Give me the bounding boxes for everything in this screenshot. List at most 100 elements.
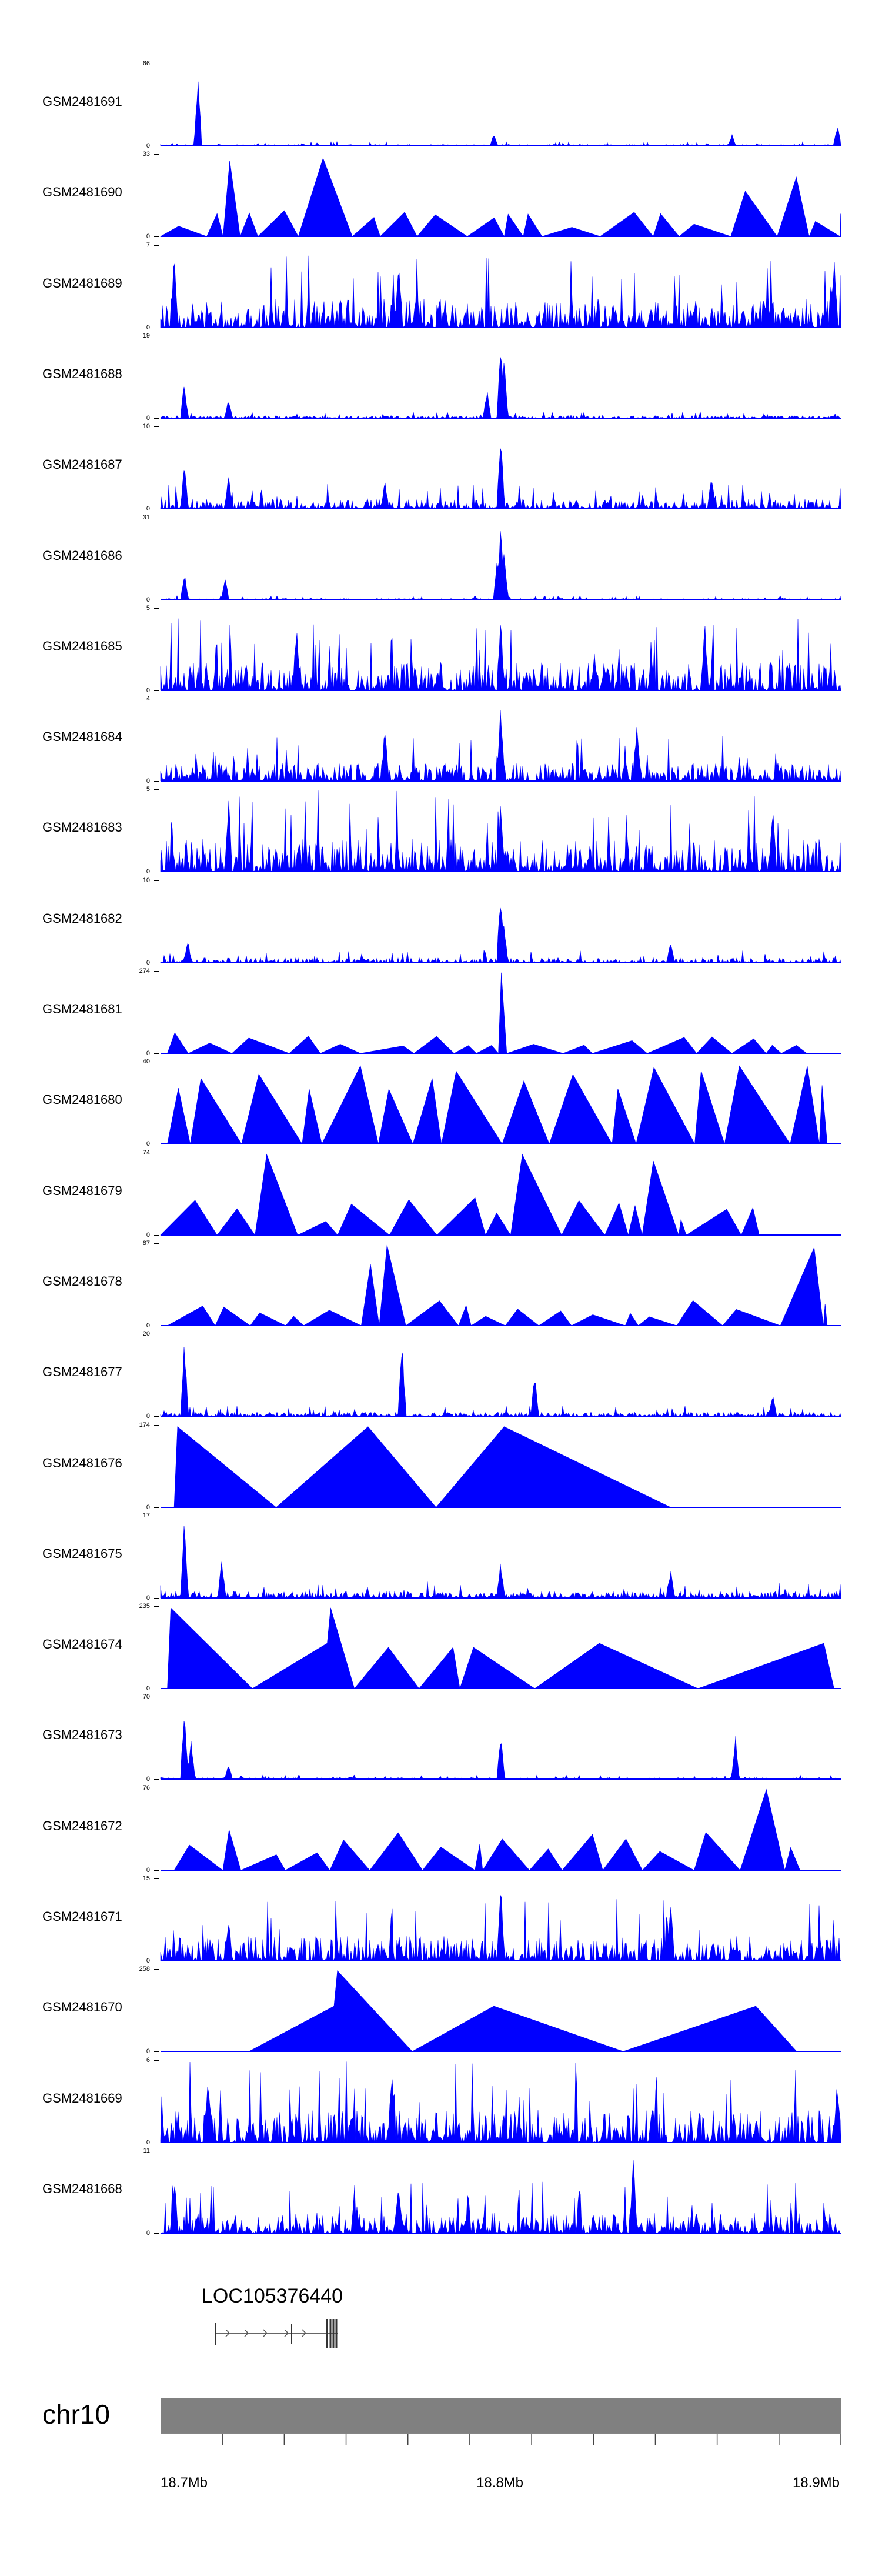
y-min-label: 0 [146, 1776, 150, 1783]
y-axis-tick [154, 1878, 159, 1879]
track-label: GSM2481676 [42, 1455, 122, 1470]
track-label: GSM2481677 [42, 1364, 122, 1380]
y-max-label: 20 [142, 1330, 150, 1338]
y-max-label: 258 [139, 1966, 150, 1973]
y-axis-tick [154, 971, 159, 972]
y-max-label: 11 [143, 2147, 150, 2154]
y-max-label: 70 [142, 1693, 150, 1701]
y-min-label: 0 [146, 686, 150, 694]
y-max-label: 17 [142, 1511, 150, 1519]
track-label: GSM2481687 [42, 457, 122, 472]
y-axis-tick [154, 1969, 159, 1970]
chromosome-label: chr10 [42, 2399, 111, 2430]
track-label: GSM2481670 [42, 2000, 122, 2015]
y-axis-tick [154, 608, 159, 609]
track-label: GSM2481682 [42, 910, 122, 926]
coverage-area [160, 710, 841, 782]
coverage-area [167, 1065, 828, 1145]
y-axis-tick [154, 1234, 159, 1236]
y-min-label: 0 [146, 1503, 150, 1511]
gene-strand-arrow [263, 2329, 268, 2337]
y-min-label: 0 [146, 2229, 150, 2237]
track-signal-GSM2481676 [161, 1426, 841, 1508]
y-axis-tick [154, 1053, 159, 1054]
track-label: GSM2481674 [42, 1637, 122, 1652]
track-label: GSM2481672 [42, 1818, 122, 1833]
track-label: GSM2481679 [42, 1183, 122, 1198]
track-signal-GSM2481671 [160, 1894, 841, 1962]
track-signal-GSM2481691 [160, 81, 841, 146]
coverage-area [160, 907, 841, 963]
track-signal-GSM2481678 [161, 1244, 841, 1326]
y-min-label: 0 [146, 1866, 150, 1874]
track-label: GSM2481691 [42, 94, 122, 109]
coverage-area [249, 1970, 797, 2052]
y-min-label: 0 [146, 505, 150, 513]
y-axis-tick [154, 1416, 159, 1417]
track-label: GSM2481671 [42, 1909, 122, 1924]
y-min-label: 0 [146, 323, 150, 331]
y-max-label: 33 [142, 151, 150, 158]
y-max-label: 6 [146, 2056, 150, 2064]
coverage-area [160, 1721, 841, 1780]
y-max-label: 19 [142, 332, 150, 339]
track-label: GSM2481689 [42, 275, 122, 291]
track-signal-GSM2481689 [160, 255, 841, 328]
track-label: GSM2481678 [42, 1273, 122, 1289]
coverage-area [160, 255, 841, 328]
coverage-area [160, 1347, 841, 1417]
track-signal-GSM2481685 [160, 618, 841, 691]
track-label: GSM2481688 [42, 366, 122, 381]
y-max-label: 174 [139, 1421, 150, 1429]
y-axis-tick [154, 1424, 159, 1426]
y-max-label: 235 [139, 1603, 150, 1610]
y-axis-tick [154, 236, 159, 238]
y-axis-tick [154, 418, 159, 419]
coverage-area [167, 1607, 834, 1689]
y-axis-tick [154, 426, 159, 428]
coverage-area [160, 790, 841, 873]
y-min-label: 0 [146, 1685, 150, 1693]
y-min-label: 0 [146, 1231, 150, 1239]
track-signal-GSM2481682 [160, 907, 841, 963]
track-label: GSM2481669 [42, 2090, 122, 2105]
track-label: GSM2481683 [42, 820, 122, 835]
y-axis-tick [154, 2051, 159, 2053]
y-max-label: 15 [142, 1875, 150, 1882]
y-axis-tick [154, 789, 159, 790]
y-min-label: 0 [146, 1413, 150, 1420]
y-min-label: 0 [146, 596, 150, 603]
y-axis-tick [154, 690, 159, 691]
y-max-label: 10 [142, 876, 150, 884]
track-signal-GSM2481675 [160, 1526, 841, 1599]
y-axis-tick [154, 154, 159, 155]
coverage-area [160, 1894, 841, 1962]
y-axis-tick [154, 245, 159, 246]
coverage-area [160, 618, 841, 691]
y-min-label: 0 [146, 868, 150, 876]
y-min-label: 0 [146, 1957, 150, 1964]
y-axis-tick [154, 2233, 159, 2234]
gene-label: LOC105376440 [202, 2285, 343, 2307]
track-signal-GSM2481690 [159, 158, 841, 238]
y-max-label: 66 [142, 60, 150, 67]
y-max-label: 4 [146, 695, 150, 703]
coverage-area [159, 158, 841, 238]
y-min-label: 0 [146, 233, 150, 241]
y-max-label: 10 [142, 423, 150, 431]
track-signal-GSM2481669 [160, 2061, 841, 2143]
y-min-label: 0 [146, 1140, 150, 1148]
y-axis-tick [154, 1243, 159, 1244]
track-signal-GSM2481674 [161, 1607, 841, 1690]
coverage-area [160, 1153, 760, 1236]
y-max-label: 87 [142, 1239, 150, 1247]
y-axis-tick [154, 1779, 159, 1780]
y-axis-tick [154, 2060, 159, 2061]
coverage-area [160, 1526, 841, 1599]
gene-strand-arrow [302, 2329, 307, 2337]
track-label: GSM2481680 [42, 1092, 122, 1107]
track-signal-GSM2481677 [160, 1347, 841, 1417]
y-axis-tick [154, 781, 159, 782]
axis-label-18-9: 18.9Mb [792, 2475, 840, 2491]
y-min-label: 0 [146, 1594, 150, 1601]
